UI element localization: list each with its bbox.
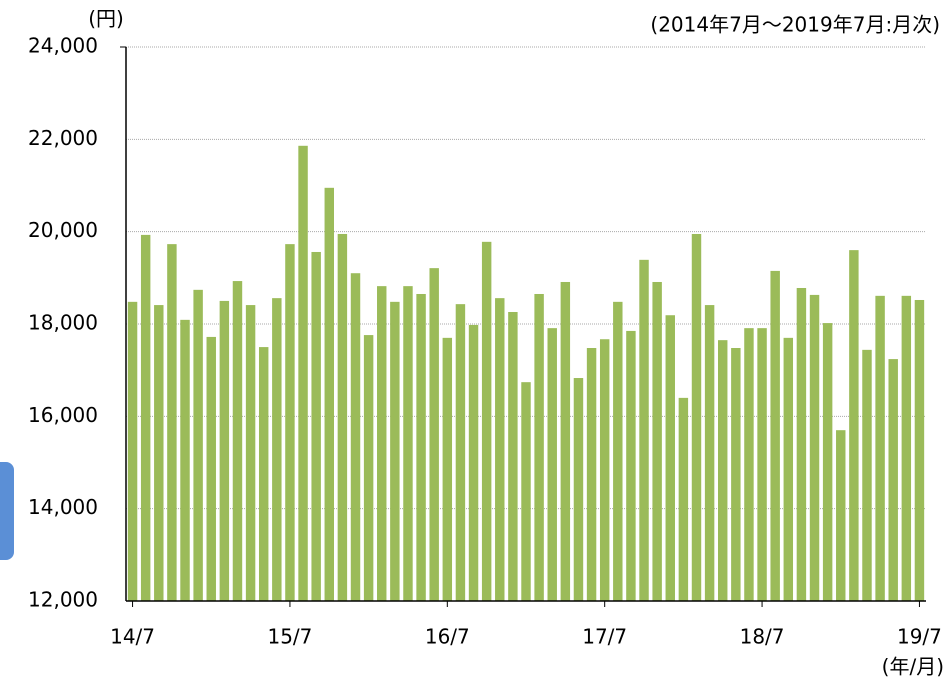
x-tick-label: 14/7 [110,625,155,649]
x-tick-label: 15/7 [267,625,312,649]
y-tick-label: 22,000 [28,126,98,150]
bar [521,382,531,601]
x-tick-label: 18/7 [740,625,785,649]
bar [219,300,230,601]
bar [652,281,662,601]
bar [429,268,439,601]
bar [836,430,846,601]
bar [285,244,295,602]
bar [403,286,413,601]
bar [232,281,243,601]
bar [324,187,334,601]
bar [298,145,308,601]
bar [783,337,794,601]
bar [914,299,925,601]
bar [258,347,269,601]
y-tick-label: 24,000 [28,34,98,58]
bar [809,294,820,601]
bar [626,330,636,601]
bar [390,301,400,601]
bar [849,250,859,601]
bar [193,289,203,601]
bar [613,301,623,601]
bar [167,244,177,602]
y-tick-label: 20,000 [28,218,98,242]
x-tick-label: 16/7 [425,625,470,649]
bar [639,259,649,601]
bar [560,281,571,601]
bar [770,270,780,601]
bar [468,324,479,601]
bar [599,339,610,601]
bar [691,233,702,601]
y-tick-label: 12,000 [28,588,98,612]
bar [140,234,151,602]
subtitle: (2014年7月～2019年7月:月次) [650,13,940,37]
bar [586,348,597,601]
bar [350,273,361,601]
side-tab [0,462,14,560]
bar [455,304,466,601]
x-tick-label: 17/7 [582,625,627,649]
bar [508,311,518,601]
bar [875,295,885,601]
bar [757,328,767,601]
y-tick-label: 18,000 [28,311,98,335]
x-tick-label: 19/7 [897,625,942,649]
bar [704,305,715,601]
bar [744,328,754,601]
bar [337,233,348,601]
bar [180,319,190,601]
bar [888,359,898,601]
bar [495,298,505,601]
bar [547,328,557,601]
y-tick-label: 14,000 [28,495,98,519]
bar [796,287,807,601]
bar [731,348,741,601]
bar [416,293,426,601]
bar [154,305,164,601]
bar [272,298,282,601]
y-unit: (円) [88,7,124,31]
bar [442,337,453,601]
bar [534,293,544,601]
bar [206,336,216,601]
bar [573,378,584,601]
bar [665,315,675,601]
bar [377,286,387,601]
bar [127,301,138,601]
bar [678,397,689,601]
bar [311,251,321,602]
bar [862,349,872,601]
bar [481,241,492,601]
x-unit: (年/月) [882,655,944,679]
bar [718,340,728,601]
bar [901,295,912,601]
bar [822,323,833,601]
bar [363,335,374,601]
bar [245,305,256,601]
y-tick-label: 16,000 [28,403,98,427]
